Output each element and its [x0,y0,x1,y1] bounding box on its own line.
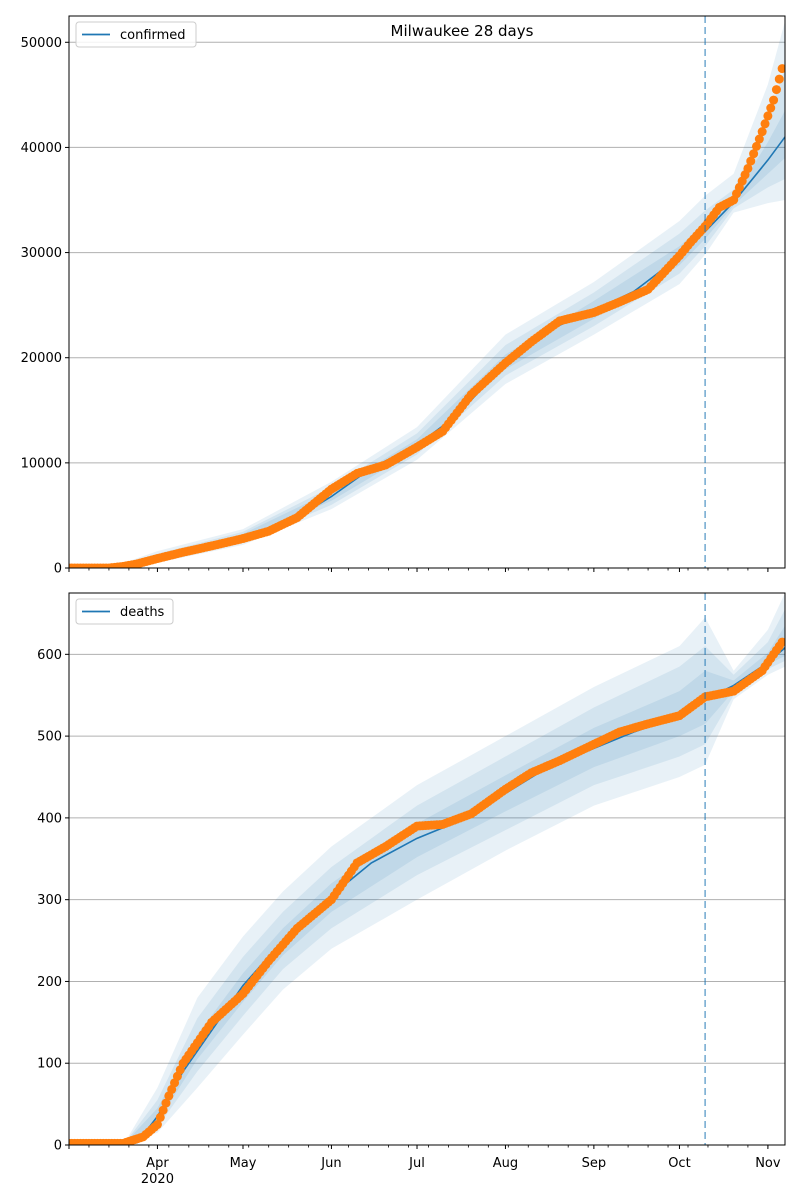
observed-point [749,149,759,159]
y-tick-label: 40000 [21,141,62,156]
observed-point [757,127,767,137]
x-tick-label: Sep [582,1156,607,1171]
y-tick-label: 20000 [21,351,62,366]
observed-point [746,156,756,166]
x-tick-label: May [230,1156,257,1171]
observed-point [777,637,785,647]
plot-area [69,593,785,1145]
observed-point [743,163,753,173]
x-tick-label: Jul [408,1156,425,1171]
observed-point [774,74,784,84]
axes-frame [68,15,786,569]
observed-point [161,1098,171,1108]
x-tick-label: Oct [668,1156,690,1171]
observed-point [155,1112,165,1122]
observed-point [766,103,776,113]
legend-box [75,21,197,48]
y-tick-label: 30000 [21,246,62,261]
x-year-label: 2020 [141,1172,174,1187]
confidence-band [69,593,785,1145]
legend: deaths [75,598,174,625]
observed-point [760,119,770,129]
observed-point [763,111,773,121]
y-tick-label: 50000 [21,36,62,51]
y-tick-label: 10000 [21,456,62,471]
axes-frame [68,592,786,1146]
confidence-band [69,625,785,1145]
x-tick-label: Aug [493,1156,518,1171]
observed-point [771,85,781,95]
y-tick-label: 300 [37,893,62,908]
y-tick-label: 400 [37,811,62,826]
legend-label: deaths [120,605,165,620]
observed-point [754,134,764,144]
x-tick-label: Apr [146,1156,169,1171]
plot-area [69,16,785,568]
observed-point [152,1120,162,1130]
legend-box [75,598,174,625]
observed-point [769,95,779,105]
observed-point [777,64,785,74]
legend-label: confirmed [120,28,186,43]
observed-point [751,141,761,151]
y-tick-label: 100 [37,1057,62,1072]
deaths-panel: 0 100 200 300 400 500 600 Apr May Jun Jul Aug Sep Oct… [37,592,786,1187]
y-tick-label: 600 [37,648,62,663]
y-tick-label: 0 [54,1139,62,1154]
observed-series [69,64,785,568]
y-tick-label: 200 [37,975,62,990]
observed-point [158,1105,168,1115]
chart-title: Milwaukee 28 days [391,22,534,40]
legend: confirmed [75,21,197,48]
observed-series [69,637,785,1145]
y-tick-label: 0 [54,562,62,577]
confirmed-panel: 0 10000 20000 30000 40000 50000 Milwaukee 28 d… [21,15,786,577]
x-tick-label: Nov [755,1156,781,1171]
y-tick-label: 500 [37,730,62,745]
x-tick-label: Jun [320,1156,341,1171]
